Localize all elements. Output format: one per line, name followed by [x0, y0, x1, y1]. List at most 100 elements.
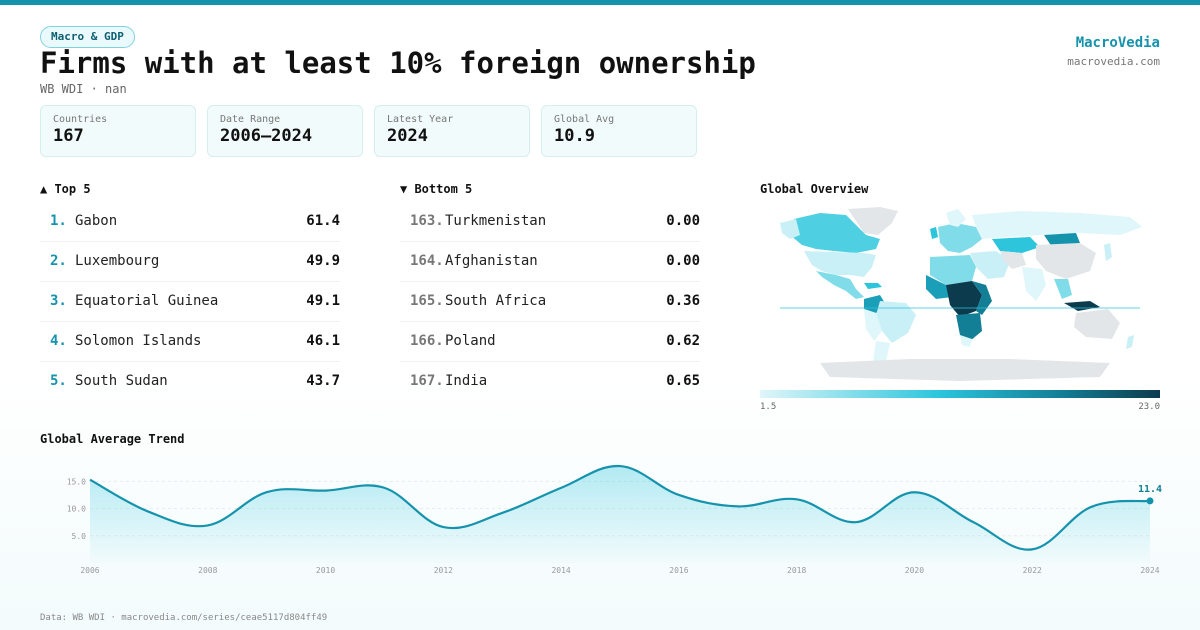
x-tick-label: 2014 [551, 566, 570, 575]
country-name: Solomon Islands [75, 333, 202, 349]
list-item[interactable]: 164. Afghanistan 0.00 [400, 242, 700, 282]
map-region-japan[interactable] [1104, 243, 1112, 261]
x-tick-label: 2012 [434, 566, 453, 575]
map-region-south-africa[interactable] [960, 335, 972, 347]
rank-number: 166. [410, 333, 444, 349]
list-item[interactable]: 3. Equatorial Guinea 49.1 [40, 282, 340, 322]
map-region-antarctica[interactable] [820, 359, 1110, 381]
top5-list: 1. Gabon 61.4 2. Luxembourg 49.9 3. Equa… [40, 202, 340, 402]
country-name: India [445, 373, 488, 389]
map-region-greenland[interactable] [848, 207, 898, 235]
stat-label: Global Avg [554, 114, 615, 125]
map-region-brazil[interactable] [876, 301, 916, 343]
country-name: Afghanistan [445, 253, 538, 269]
rank-number: 4. [50, 333, 67, 349]
map-region-china[interactable] [1036, 243, 1096, 279]
map-region-middle-east[interactable] [970, 251, 1010, 279]
stat-card-latest-year: Latest Year 2024 [374, 105, 530, 157]
country-value: 0.65 [666, 373, 700, 389]
map-region-indonesia[interactable] [1064, 301, 1100, 311]
stat-label: Date Range [220, 114, 281, 125]
map-region-russia[interactable] [972, 211, 1142, 239]
latest-value-label: 11.4 [1138, 484, 1162, 495]
list-item[interactable]: 163. Turkmenistan 0.00 [400, 202, 700, 242]
map-region-caribbean[interactable] [864, 283, 882, 289]
map-region-australia[interactable] [1074, 309, 1120, 339]
top5-title: ▲ Top 5 [40, 182, 91, 196]
x-tick-label: 2022 [1023, 566, 1042, 575]
map-legend-min: 1.5 [760, 402, 777, 412]
map-region-mexico[interactable] [816, 271, 864, 299]
map-region-se-asia[interactable] [1054, 279, 1072, 299]
country-value: 46.1 [306, 333, 340, 349]
rank-number: 5. [50, 373, 67, 389]
x-tick-label: 2020 [905, 566, 924, 575]
map-region-europe[interactable] [938, 223, 982, 253]
page-title: Firms with at least 10% foreign ownershi… [40, 46, 756, 80]
world-map[interactable] [760, 205, 1160, 385]
map-region-alaska[interactable] [780, 219, 800, 239]
country-name: Equatorial Guinea [75, 293, 219, 309]
country-name: South Sudan [75, 373, 168, 389]
map-title: Global Overview [760, 182, 869, 196]
stat-label: Latest Year [387, 114, 454, 125]
list-item[interactable]: 166. Poland 0.62 [400, 322, 700, 362]
x-tick-label: 2008 [198, 566, 217, 575]
x-tick-label: 2016 [669, 566, 688, 575]
trend-line [89, 464, 1151, 551]
country-value: 0.62 [666, 333, 700, 349]
country-name: Luxembourg [75, 253, 160, 269]
map-region-east-africa[interactable] [972, 281, 992, 315]
country-value: 61.4 [306, 213, 340, 229]
list-item[interactable]: 2. Luxembourg 49.9 [40, 242, 340, 282]
rank-number: 164. [410, 253, 444, 269]
map-region-uk[interactable] [930, 227, 938, 239]
brand-url[interactable]: macrovedia.com [1067, 55, 1160, 68]
stat-card-date-range: Date Range 2006–2024 [207, 105, 363, 157]
top-accent-bar [0, 0, 1200, 5]
list-item[interactable]: 4. Solomon Islands 46.1 [40, 322, 340, 362]
stat-card-countries: Countries 167 [40, 105, 196, 157]
map-region-india[interactable] [1022, 267, 1046, 301]
map-region-peru[interactable] [864, 309, 882, 341]
trend-area [90, 466, 1150, 563]
list-item[interactable]: 165. South Africa 0.36 [400, 282, 700, 322]
map-legend-gradient [760, 390, 1160, 398]
map-region-west-africa[interactable] [926, 275, 952, 299]
map-region-southern-africa[interactable] [956, 313, 982, 341]
map-region-new-zealand[interactable] [1126, 335, 1134, 349]
country-value: 0.00 [666, 253, 700, 269]
list-item[interactable]: 5. South Sudan 43.7 [40, 362, 340, 402]
y-tick-label: 10.0 [67, 505, 86, 514]
latest-point-marker[interactable] [1146, 497, 1154, 505]
x-tick-label: 2006 [80, 566, 99, 575]
page-subtitle: WB WDI · nan [40, 82, 127, 96]
country-value: 49.1 [306, 293, 340, 309]
country-value: 0.00 [666, 213, 700, 229]
country-name: Turkmenistan [445, 213, 547, 229]
category-badge[interactable]: Macro & GDP [40, 26, 135, 48]
map-region-scandinavia[interactable] [946, 209, 966, 227]
country-name: Poland [445, 333, 496, 349]
stat-label: Countries [53, 114, 108, 125]
rank-number: 163. [410, 213, 444, 229]
x-tick-label: 2018 [787, 566, 806, 575]
map-region-usa[interactable] [804, 251, 876, 277]
map-region-north-africa[interactable] [930, 255, 976, 285]
stat-value: 167 [53, 126, 84, 146]
stat-card-global-avg: Global Avg 10.9 [541, 105, 697, 157]
map-legend-max: 23.0 [1138, 402, 1160, 412]
map-region-canada[interactable] [790, 213, 880, 253]
map-region-iran[interactable] [1000, 251, 1026, 269]
footer-source: Data: WB WDI · macrovedia.com/series/cea… [40, 613, 328, 623]
country-value: 49.9 [306, 253, 340, 269]
rank-number: 167. [410, 373, 444, 389]
list-item[interactable]: 1. Gabon 61.4 [40, 202, 340, 242]
rank-number: 3. [50, 293, 67, 309]
stat-value: 2006–2024 [220, 126, 313, 146]
brand-name[interactable]: MacroVedia [1075, 35, 1160, 51]
map-region-kazakhstan[interactable] [992, 237, 1040, 253]
list-item[interactable]: 167. India 0.65 [400, 362, 700, 402]
brand[interactable]: MacroVedia macrovedia.com [1067, 35, 1160, 68]
country-value: 0.36 [666, 293, 700, 309]
